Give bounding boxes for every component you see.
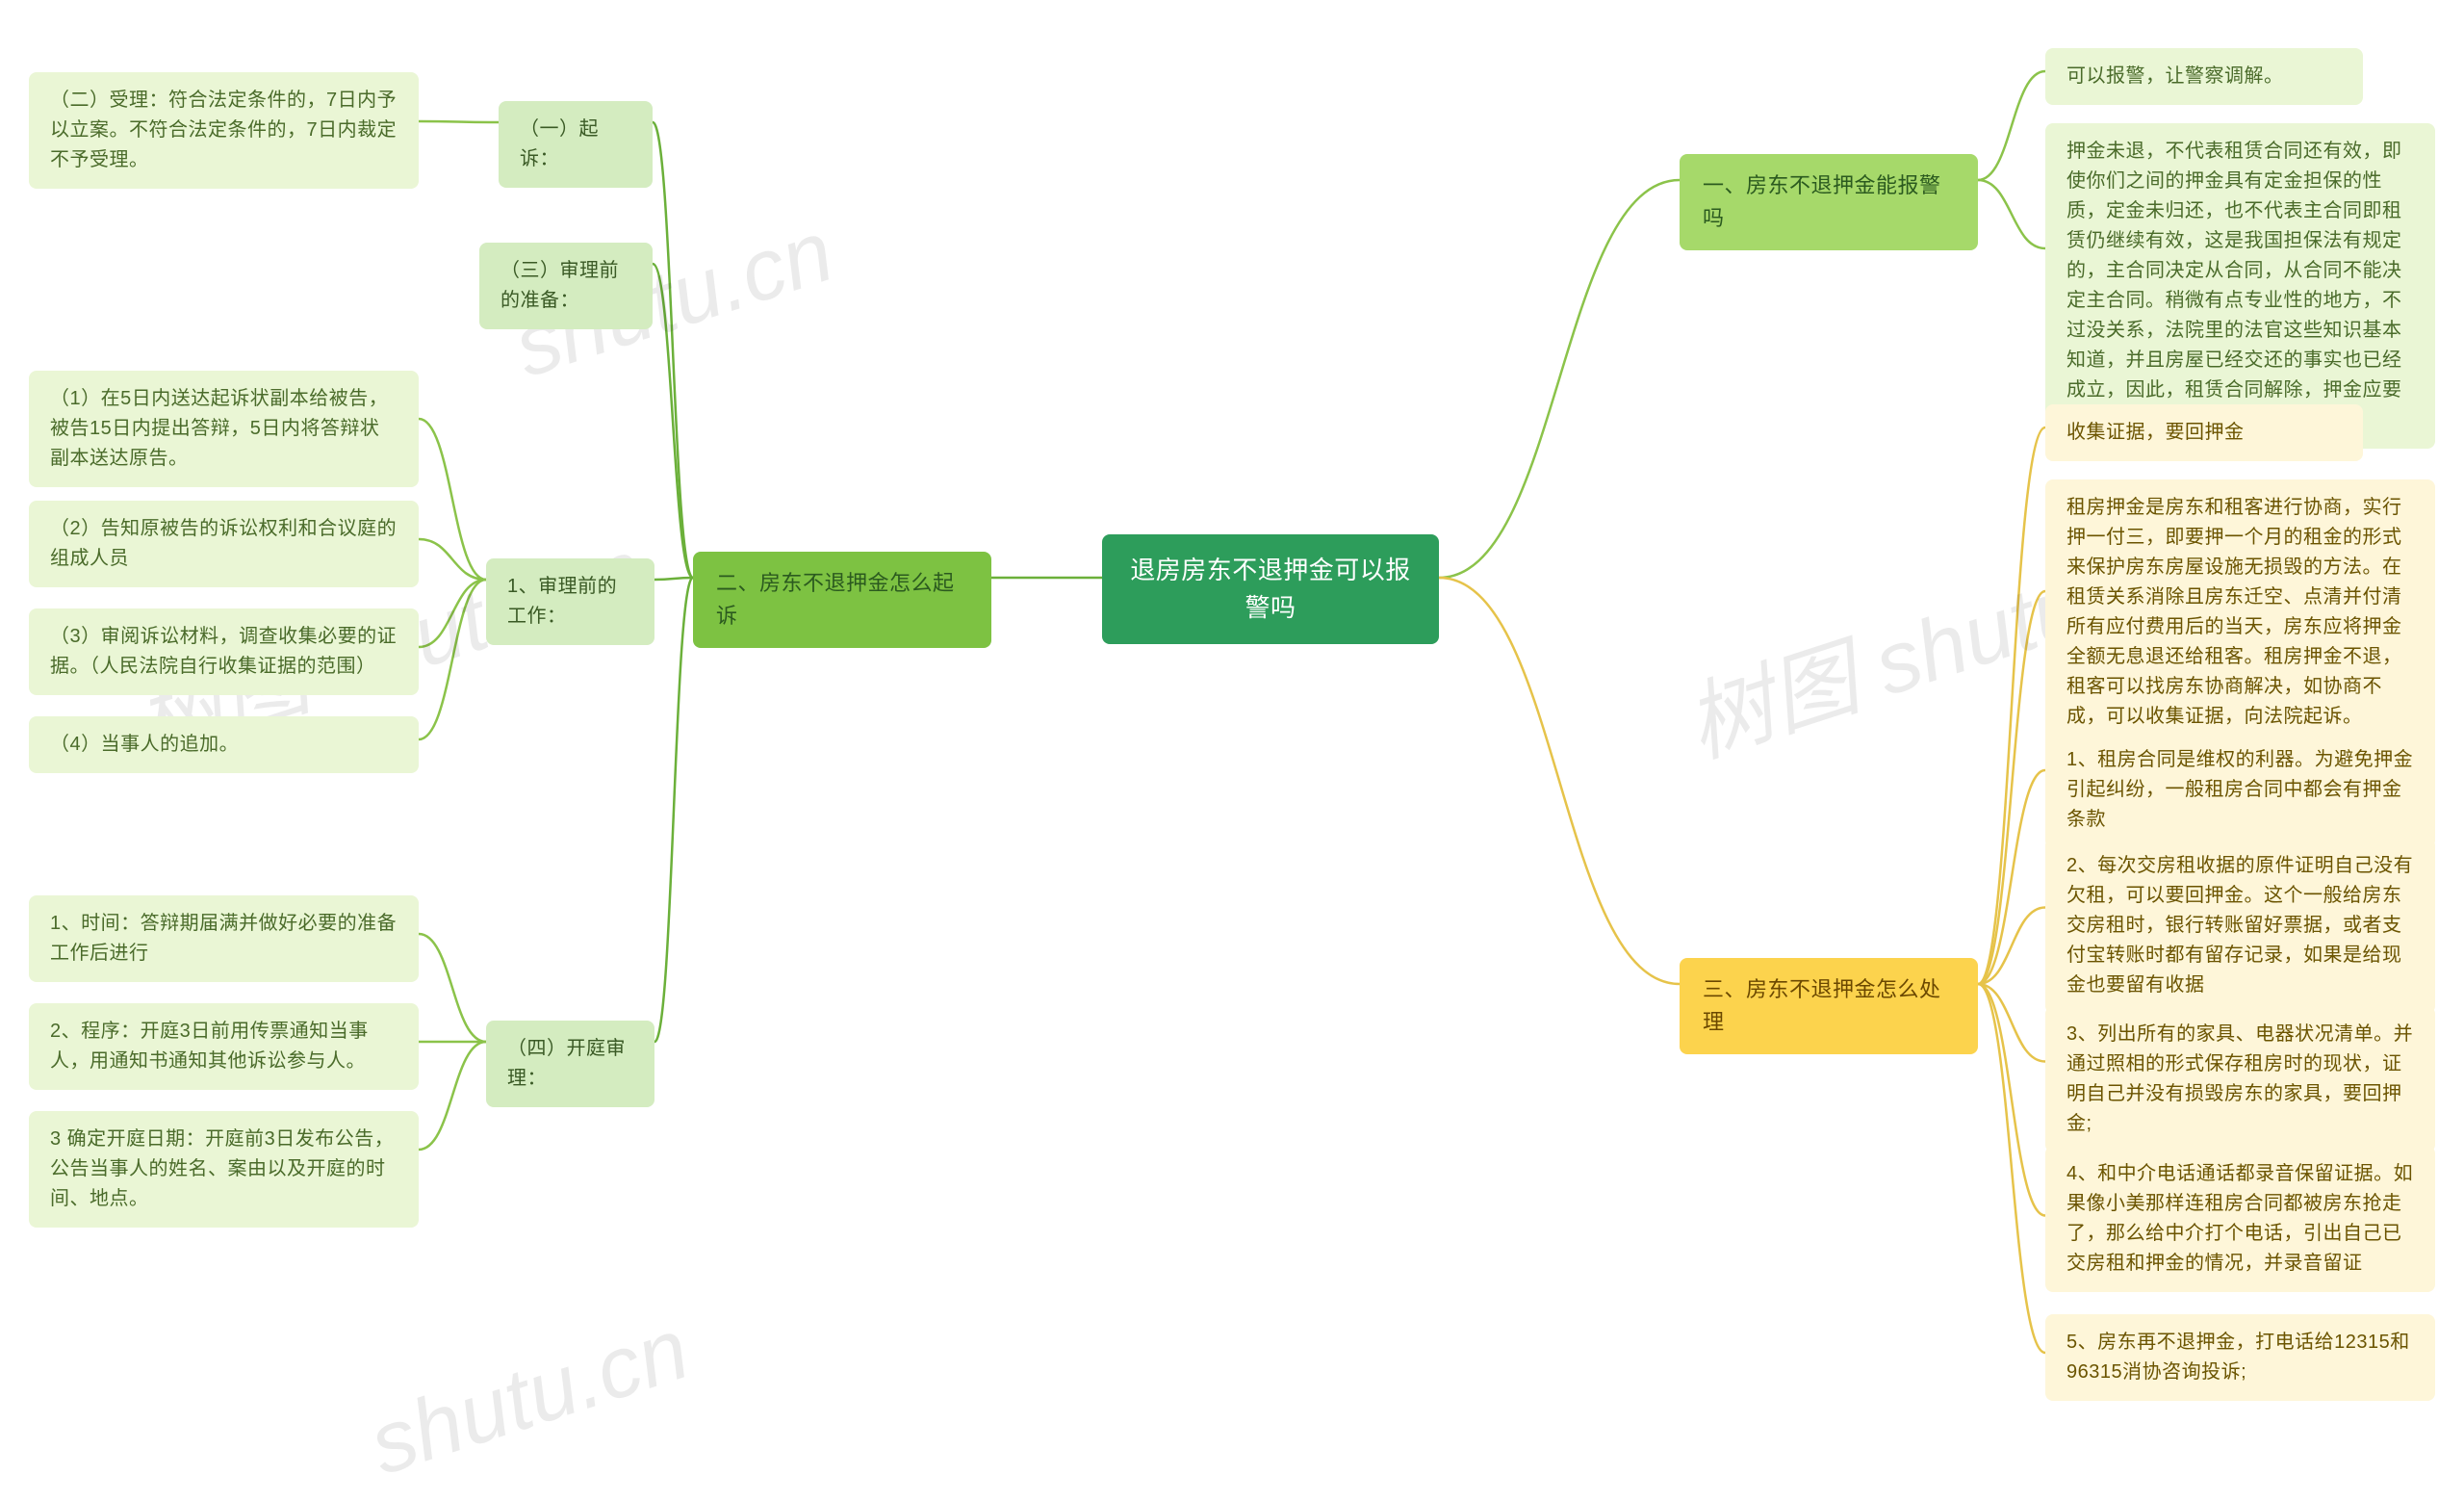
left-l2-3-leaf-0[interactable]: 1、时间：答辩期届满并做好必要的准备工作后进行 bbox=[29, 895, 419, 982]
branch-right-3[interactable]: 三、房东不退押金怎么处理 bbox=[1680, 958, 1978, 1054]
branch-right-1[interactable]: 一、房东不退押金能报警吗 bbox=[1680, 154, 1978, 250]
left-l2-1[interactable]: （三）审理前的准备： bbox=[479, 243, 653, 329]
leaf-right-3-5[interactable]: 4、和中介电话通话都录音保留证据。如果像小美那样连租房合同都被房东抢走了，那么给… bbox=[2045, 1146, 2435, 1292]
leaf-right-3-2-text: 1、租房合同是维权的利器。为避免押金引起纠纷，一般租房合同中都会有押金条款 bbox=[2066, 749, 2413, 830]
leaf-right-3-0[interactable]: 收集证据，要回押金 bbox=[2045, 404, 2363, 461]
leaf-right-3-1[interactable]: 租房押金是房东和租客进行协商，实行押一付三，即要押一个月的租金的形式来保护房东房… bbox=[2045, 479, 2435, 745]
leaf-right-3-2[interactable]: 1、租房合同是维权的利器。为避免押金引起纠纷，一般租房合同中都会有押金条款 bbox=[2045, 732, 2435, 848]
branch-right-1-label: 一、房东不退押金能报警吗 bbox=[1703, 173, 1941, 230]
leaf-right-3-5-text: 4、和中介电话通话都录音保留证据。如果像小美那样连租房合同都被房东抢走了，那么给… bbox=[2066, 1163, 2413, 1274]
left-l2-3-leaf-1-text: 2、程序：开庭3日前用传票通知当事人，用通知书通知其他诉讼参与人。 bbox=[50, 1021, 369, 1072]
left-l2-3-leaf-0-text: 1、时间：答辩期届满并做好必要的准备工作后进行 bbox=[50, 913, 397, 964]
branch-right-3-label: 三、房东不退押金怎么处理 bbox=[1703, 977, 1941, 1034]
leaf-right-3-6-text: 5、房东再不退押金，打电话给12315和96315消协咨询投诉; bbox=[2066, 1332, 2410, 1383]
watermark-3: shutu.cn bbox=[358, 1300, 700, 1495]
root-text-l1: 退房房东不退押金可以报 bbox=[1130, 556, 1411, 584]
leaf-right-3-4[interactable]: 3、列出所有的家具、电器状况清单。并通过照相的形式保存租房时的现状，证明自己并没… bbox=[2045, 1006, 2435, 1152]
leaf-right-1-1[interactable]: 押金未退，不代表租赁合同还有效，即使你们之间的押金具有定金担保的性质，定金未归还… bbox=[2045, 123, 2435, 449]
left-l2-2-leaf-1-text: （2）告知原被告的诉讼权利和合议庭的组成人员 bbox=[50, 518, 397, 569]
left-l2-2-leaf-1[interactable]: （2）告知原被告的诉讼权利和合议庭的组成人员 bbox=[29, 501, 419, 587]
mindmap-canvas: 树图 shutu.cn shutu.cn shutu.cn 树图 shutu.c… bbox=[0, 0, 2464, 1501]
left-l2-2-text: 1、审理前的工作： bbox=[507, 576, 617, 627]
leaf-right-3-0-text: 收集证据，要回押金 bbox=[2066, 422, 2245, 443]
root-text-l2: 警吗 bbox=[1245, 593, 1296, 622]
left-l2-2-leaf-3-text: （4）当事人的追加。 bbox=[50, 734, 239, 755]
leaf-right-1-0[interactable]: 可以报警，让警察调解。 bbox=[2045, 48, 2363, 105]
left-l2-0[interactable]: （一）起诉： bbox=[499, 101, 653, 188]
left-l2-2-leaf-0[interactable]: （1）在5日内送达起诉状副本给被告，被告15日内提出答辩，5日内将答辩状副本送达… bbox=[29, 371, 419, 487]
leaf-right-3-4-text: 3、列出所有的家具、电器状况清单。并通过照相的形式保存租房时的现状，证明自己并没… bbox=[2066, 1023, 2413, 1134]
left-l2-3[interactable]: （四）开庭审理： bbox=[486, 1021, 654, 1107]
left-l2-3-leaf-2-text: 3 确定开庭日期：开庭前3日发布公告，公告当事人的姓名、案由以及开庭的时间、地点… bbox=[50, 1128, 394, 1209]
left-l2-2-leaf-2-text: （3）审阅诉讼材料，调查收集必要的证据。（人民法院自行收集证据的范围） bbox=[50, 626, 397, 677]
left-l2-2-leaf-3[interactable]: （4）当事人的追加。 bbox=[29, 716, 419, 773]
left-l2-2-leaf-2[interactable]: （3）审阅诉讼材料，调查收集必要的证据。（人民法院自行收集证据的范围） bbox=[29, 608, 419, 695]
left-l2-1-text: （三）审理前的准备： bbox=[500, 260, 619, 311]
root-node[interactable]: 退房房东不退押金可以报 警吗 bbox=[1102, 534, 1439, 644]
leaf-right-3-6[interactable]: 5、房东再不退押金，打电话给12315和96315消协咨询投诉; bbox=[2045, 1314, 2435, 1401]
left-l2-0-leaf-0[interactable]: （二）受理：符合法定条件的，7日内予以立案。不符合法定条件的，7日内裁定不予受理… bbox=[29, 72, 419, 189]
left-l2-2-leaf-0-text: （1）在5日内送达起诉状副本给被告，被告15日内提出答辩，5日内将答辩状副本送达… bbox=[50, 388, 388, 469]
leaf-right-3-3-text: 2、每次交房租收据的原件证明自己没有欠租，可以要回押金。这个一般给房东交房租时，… bbox=[2066, 855, 2413, 996]
left-l2-3-leaf-1[interactable]: 2、程序：开庭3日前用传票通知当事人，用通知书通知其他诉讼参与人。 bbox=[29, 1003, 419, 1090]
left-l2-3-text: （四）开庭审理： bbox=[507, 1038, 626, 1089]
branch-left-2[interactable]: 二、房东不退押金怎么起诉 bbox=[693, 552, 991, 648]
leaf-right-1-1-text: 押金未退，不代表租赁合同还有效，即使你们之间的押金具有定金担保的性质，定金未归还… bbox=[2066, 141, 2402, 430]
branch-left-2-label: 二、房东不退押金怎么起诉 bbox=[716, 571, 955, 628]
left-l2-0-text: （一）起诉： bbox=[520, 118, 599, 169]
leaf-right-1-0-text: 可以报警，让警察调解。 bbox=[2066, 65, 2284, 87]
leaf-right-3-3[interactable]: 2、每次交房租收据的原件证明自己没有欠租，可以要回押金。这个一般给房东交房租时，… bbox=[2045, 838, 2435, 1014]
left-l2-0-leaf-0-text: （二）受理：符合法定条件的，7日内予以立案。不符合法定条件的，7日内裁定不予受理… bbox=[50, 90, 397, 170]
left-l2-2[interactable]: 1、审理前的工作： bbox=[486, 558, 654, 645]
leaf-right-3-1-text: 租房押金是房东和租客进行协商，实行押一付三，即要押一个月的租金的形式来保护房东房… bbox=[2066, 497, 2402, 727]
left-l2-3-leaf-2[interactable]: 3 确定开庭日期：开庭前3日发布公告，公告当事人的姓名、案由以及开庭的时间、地点… bbox=[29, 1111, 419, 1228]
